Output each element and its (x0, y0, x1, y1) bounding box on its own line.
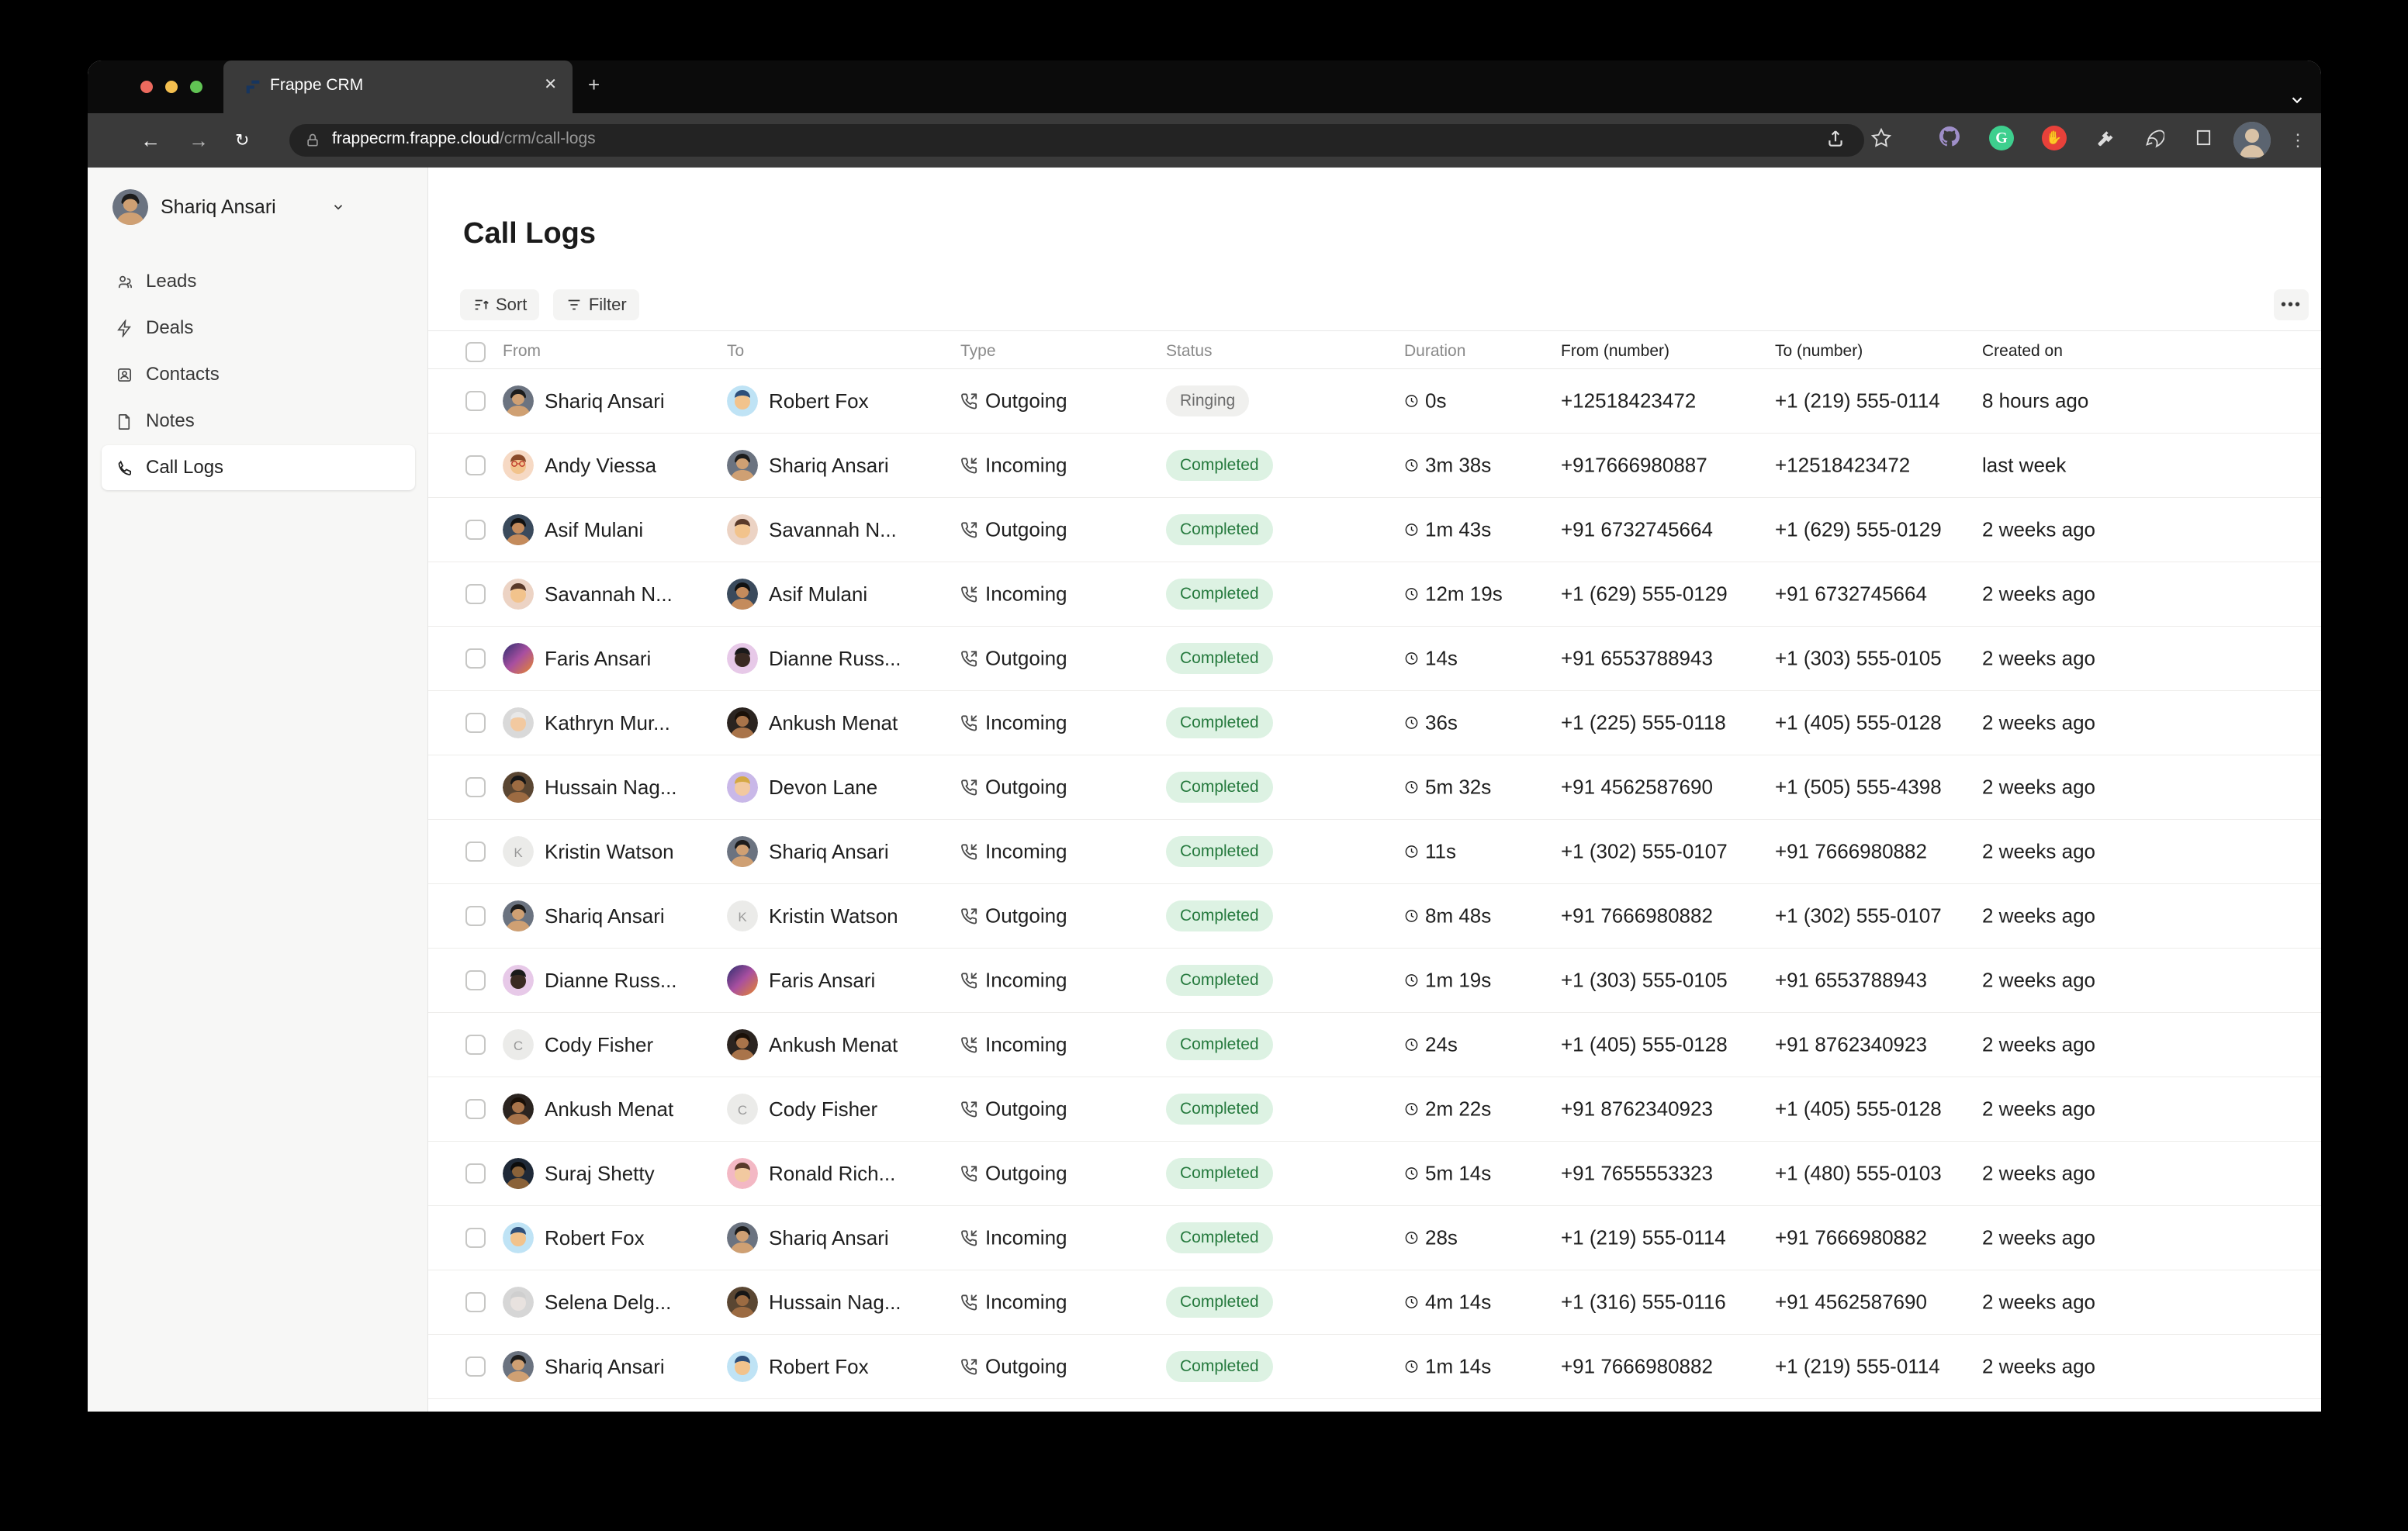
svg-text:K: K (738, 910, 747, 924)
svg-text:C: C (738, 1103, 747, 1118)
svg-text:K: K (514, 845, 523, 860)
svg-text:C: C (514, 1039, 523, 1053)
